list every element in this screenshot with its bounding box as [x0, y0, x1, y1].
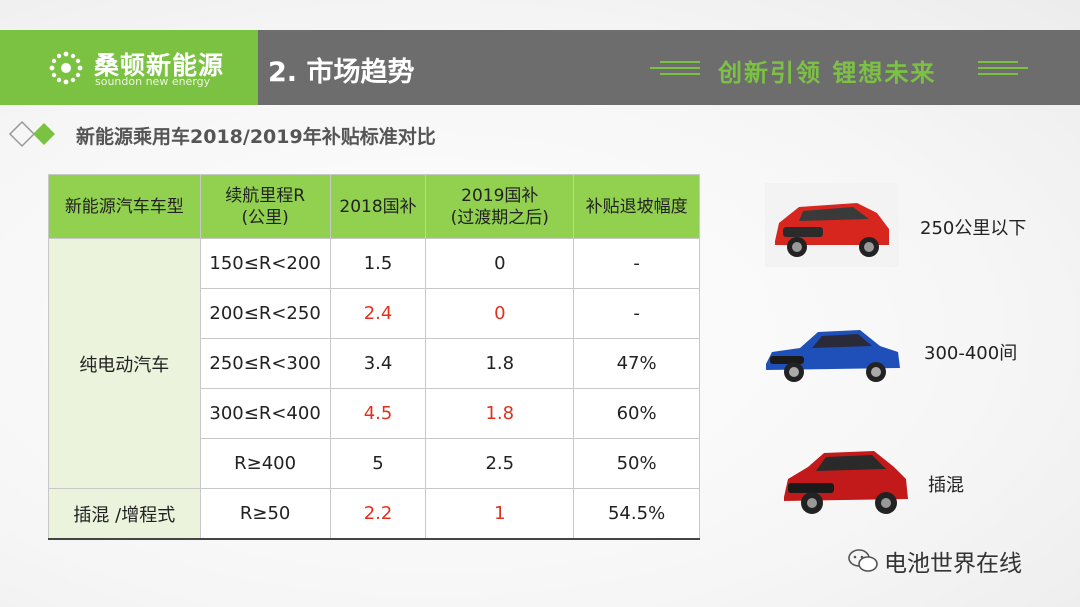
header-vehicle-type: 新能源汽车车型: [48, 174, 201, 239]
red-suv-image: [765, 183, 899, 267]
diamond-bullet-icon: [8, 120, 55, 148]
car-label-2: 300-400间: [924, 343, 1018, 364]
value-2018-cell: 4.5: [329, 388, 427, 439]
table-row: 300≤R<400 4.5 1.8 60%: [49, 388, 700, 439]
table-row: 纯电动汽车 150≤R<200 1.5 0 -: [48, 238, 700, 489]
subsidy-table: 新能源汽车车型 续航里程R (公里) 2018国补 2019国补 (过渡期之后)…: [48, 174, 700, 540]
type-cell-ev: 纯电动汽车: [48, 238, 201, 489]
logo-icon: [49, 51, 83, 85]
type-cell-phev: 插混 /增程式: [48, 488, 201, 540]
watermark-text: 电池世界在线: [884, 551, 1022, 577]
slogan-right-lines: [978, 61, 1028, 75]
range-cell: R≥50: [199, 488, 331, 540]
decline-cell: 50%: [573, 438, 700, 489]
value-2019-cell: 1: [425, 488, 575, 540]
decline-cell: -: [573, 238, 700, 289]
header-range: 续航里程R (公里): [199, 174, 331, 239]
logo-english: soundon new energy: [95, 75, 211, 88]
range-cell: 300≤R<400: [199, 388, 331, 439]
range-cell: 150≤R<200: [199, 238, 331, 289]
value-2018-cell: 2.2: [329, 488, 427, 540]
value-2018-cell: 2.4: [329, 288, 427, 339]
logo-chinese: 桑顿新能源: [94, 51, 225, 80]
value-2019-cell: 1.8: [425, 388, 575, 439]
value-2018-cell: 3.4: [329, 338, 427, 389]
slogan: 创新引领 锂想未来: [718, 59, 937, 87]
decline-cell: 60%: [573, 388, 700, 439]
header-2018: 2018国补: [329, 174, 427, 239]
section-title: 2. 市场趋势: [268, 57, 415, 88]
slogan-left-lines: [650, 61, 700, 75]
table-row: 200≤R<250 2.4 0 -: [49, 288, 700, 339]
table-row: 250≤R<300 3.4 1.8 47%: [49, 338, 700, 389]
value-2019-cell: 0: [425, 238, 575, 289]
decline-cell: 54.5%: [573, 488, 700, 540]
car-label-3: 插混: [928, 475, 964, 496]
table-row: R≥400 5 2.5 50%: [49, 438, 700, 489]
table-header-row: 新能源汽车车型 续航里程R (公里) 2018国补 2019国补 (过渡期之后)…: [48, 174, 700, 239]
blue-sedan-image: [766, 330, 900, 382]
range-cell: 200≤R<250: [199, 288, 331, 339]
value-2018-cell: 1.5: [329, 238, 427, 289]
subtitle: 新能源乘用车2018/2019年补贴标准对比: [76, 126, 436, 148]
value-2019-cell: 2.5: [425, 438, 575, 489]
range-cell: 250≤R<300: [199, 338, 331, 389]
chat-bubble-icon: [848, 549, 878, 572]
table-row: 插混 /增程式 R≥50 2.2 1 54.5%: [48, 488, 700, 540]
logo-area: [0, 30, 258, 105]
watermark: 电池世界在线: [848, 544, 1022, 578]
header-2019: 2019国补 (过渡期之后): [425, 174, 575, 239]
value-2018-cell: 5: [329, 438, 427, 489]
decline-cell: -: [573, 288, 700, 339]
header-decline: 补贴退坡幅度: [573, 174, 700, 239]
value-2019-cell: 1.8: [425, 338, 575, 389]
range-cell: R≥400: [199, 438, 331, 489]
value-2019-cell: 0: [425, 288, 575, 339]
red-phev-suv-image: [784, 451, 908, 514]
decline-cell: 47%: [573, 338, 700, 389]
car-label-1: 250公里以下: [920, 218, 1027, 239]
